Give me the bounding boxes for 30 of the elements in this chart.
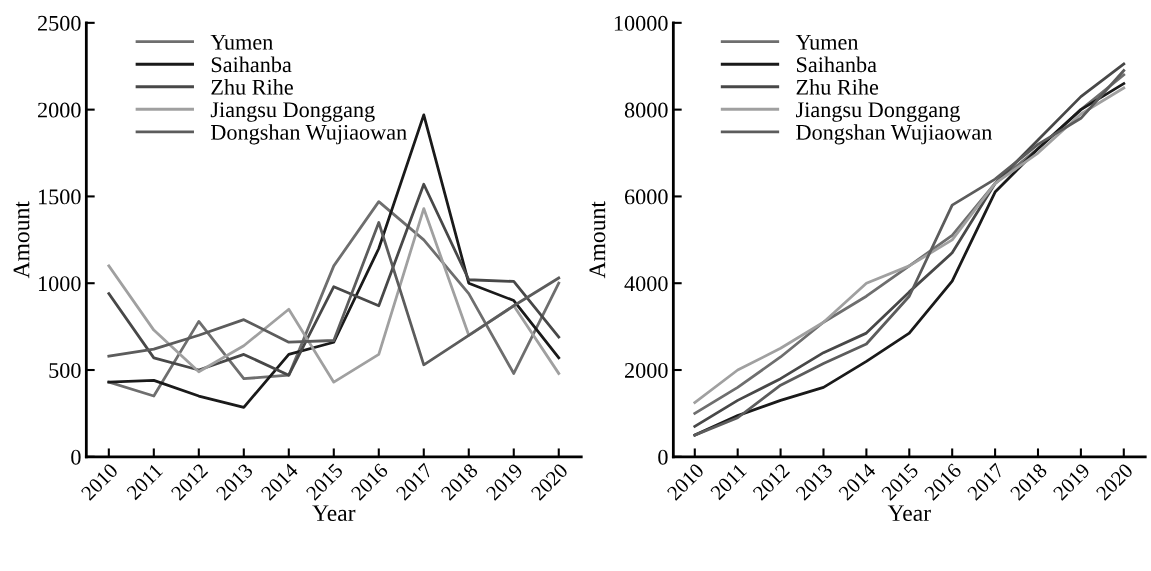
x-axis-title: Year <box>312 505 356 522</box>
legend-label: Zhu Rihe <box>796 79 879 95</box>
y-axis-title: Amount <box>13 201 30 279</box>
legend-label: Jiangsu Donggang <box>796 102 960 122</box>
y-tick-label: 2000 <box>625 362 668 378</box>
legend-label: Yumen <box>795 34 859 50</box>
y-tick-label: 2000 <box>38 102 81 118</box>
y-tick-label: 2500 <box>38 15 81 31</box>
y-tick-label: 6000 <box>624 189 668 205</box>
y-tick-label: 10000 <box>614 15 668 31</box>
y-tick-label: 1000 <box>38 276 81 292</box>
y-tick-label: 8000 <box>624 102 668 118</box>
legend-label: Zhu Rihe <box>211 79 293 95</box>
legend-label: Saihanba <box>211 56 292 73</box>
y-tick-label: 1500 <box>38 189 81 205</box>
legend-label: Jiangsu Donggang <box>210 102 375 122</box>
legend-label: Dongshan Wujiaowan <box>796 124 993 145</box>
legend-label: Dongshan Wujiaowan <box>211 124 407 145</box>
x-axis-title: Year <box>887 505 931 522</box>
legend-label: Yumen <box>210 34 273 50</box>
y-tick-label: 4000 <box>624 276 668 292</box>
x-tick-label: 2011 <box>125 462 164 501</box>
y-tick-label: 0 <box>658 449 668 465</box>
x-tick-label: 2011 <box>709 462 748 501</box>
y-axis-title: Amount <box>589 201 606 279</box>
line-series <box>107 182 561 377</box>
legend-label: Saihanba <box>797 56 877 73</box>
y-tick-label: 500 <box>49 362 81 378</box>
line-series <box>107 221 561 367</box>
y-tick-label: 0 <box>71 449 81 465</box>
